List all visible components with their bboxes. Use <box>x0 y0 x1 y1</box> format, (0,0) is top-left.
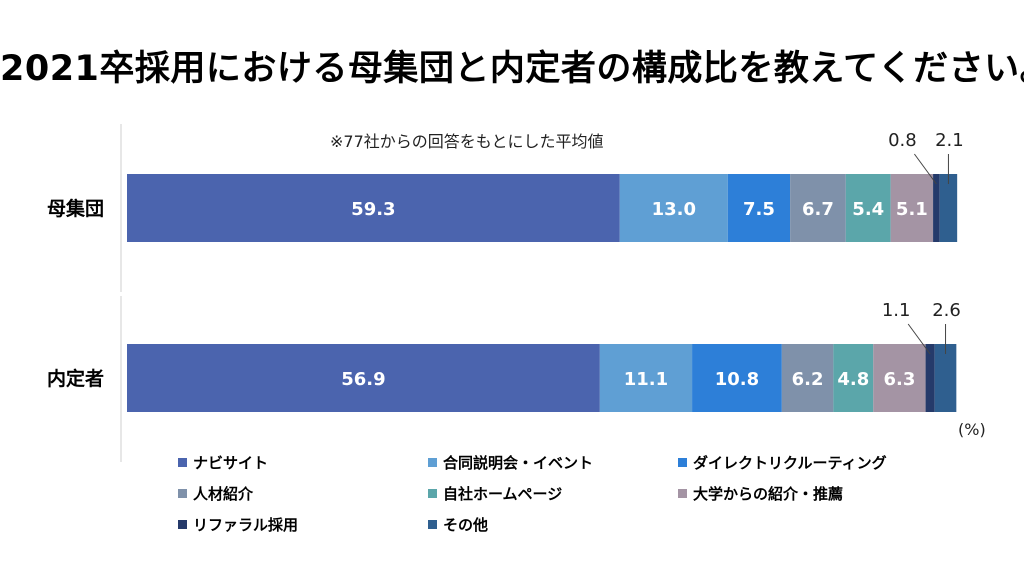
data-label-1-5: 6.3 <box>883 369 915 390</box>
legend-label-3: 人材紹介 <box>193 485 254 503</box>
data-label-1-0: 56.9 <box>341 369 385 390</box>
legend-label-7: その他 <box>443 516 489 534</box>
bar-segment-0-6 <box>933 174 940 242</box>
legend-item-2: ダイレクトリクルーティング <box>678 452 887 473</box>
data-label-0-7: 2.1 <box>935 130 964 151</box>
bar-segment-0-4 <box>845 174 891 242</box>
bar-segment-1-5 <box>873 344 926 412</box>
data-label-1-2: 10.8 <box>715 369 759 390</box>
legend-item-7: その他 <box>428 514 488 535</box>
legend-swatch-7 <box>428 520 437 529</box>
legend-label-0: ナビサイト <box>193 454 269 472</box>
bar-segment-0-0 <box>127 174 620 242</box>
data-label-0-4: 5.4 <box>852 199 884 220</box>
unit-label: (%) <box>958 420 986 439</box>
bar-segment-1-4 <box>833 344 874 412</box>
legend-swatch-1 <box>428 458 437 467</box>
chart-note: ※77社からの回答をもとにした平均値 <box>330 132 604 151</box>
chart-title: 2021卒採用における母集団と内定者の構成比を教えてください。 <box>0 49 1024 89</box>
data-label-0-6: 0.8 <box>888 130 917 151</box>
legend-item-4: 自社ホームページ <box>428 483 562 504</box>
data-label-0-5: 5.1 <box>896 199 928 220</box>
data-label-0-2: 7.5 <box>743 199 775 220</box>
legend-swatch-4 <box>428 489 437 498</box>
legend-swatch-3 <box>178 489 187 498</box>
bar-segment-1-1 <box>599 344 693 412</box>
bar-segment-0-7 <box>939 174 958 242</box>
leader-line-0-6 <box>913 153 937 185</box>
data-label-1-7: 2.6 <box>932 300 961 321</box>
data-label-1-1: 11.1 <box>624 369 668 390</box>
category-label-1: 内定者 <box>47 367 104 390</box>
bar-segment-0-1 <box>619 174 728 242</box>
data-label-0-0: 59.3 <box>351 199 395 220</box>
legend-swatch-6 <box>178 520 187 529</box>
data-label-0-3: 6.7 <box>802 199 834 220</box>
data-label-1-6: 1.1 <box>882 300 911 321</box>
data-label-1-3: 6.2 <box>792 369 824 390</box>
data-label-0-1: 13.0 <box>652 199 696 220</box>
bar-segment-0-2 <box>727 174 791 242</box>
bar-segment-1-2 <box>692 344 782 412</box>
legend-item-1: 合同説明会・イベント <box>428 452 593 473</box>
bar-segment-1-0 <box>127 344 600 412</box>
data-label-1-4: 4.8 <box>837 369 869 390</box>
legend-item-6: リファラル採用 <box>178 514 298 535</box>
legend-item-0: ナビサイト <box>178 452 268 473</box>
legend-item-5: 大学からの紹介・推薦 <box>678 483 843 504</box>
leader-line-1-6 <box>907 323 931 355</box>
legend-label-1: 合同説明会・イベント <box>443 454 594 472</box>
legend-label-2: ダイレクトリクルーティング <box>693 454 887 472</box>
bar-segment-1-3 <box>781 344 834 412</box>
bar-segment-0-3 <box>790 174 846 242</box>
legend-label-6: リファラル採用 <box>193 516 299 534</box>
bar-segment-1-7 <box>934 344 957 412</box>
category-label-0: 母集団 <box>47 197 104 220</box>
legend-item-3: 人材紹介 <box>178 483 253 504</box>
legend-label-4: 自社ホームページ <box>443 485 563 503</box>
bar-segment-1-6 <box>925 344 935 412</box>
legend-swatch-0 <box>178 458 187 467</box>
bar-segment-0-5 <box>890 174 934 242</box>
legend-label-5: 大学からの紹介・推薦 <box>693 485 844 503</box>
legend-swatch-5 <box>678 489 687 498</box>
legend-swatch-2 <box>678 458 687 467</box>
